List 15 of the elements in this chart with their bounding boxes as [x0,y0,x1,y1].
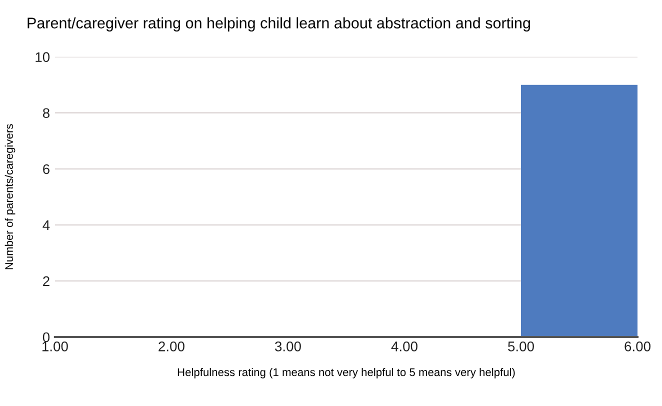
y-axis-title: Number of parents/caregivers [4,124,16,270]
y-tick-label: 6 [43,164,50,174]
x-tick-label: 3.00 [274,342,301,352]
x-tick-label: 1.00 [42,342,68,352]
x-tick-label: 5.00 [508,342,534,352]
x-tick-label: 6.00 [624,342,650,352]
y-tick-label: 2 [43,276,50,286]
y-tick-label: 0 [42,332,50,342]
chart-title: Parent/caregiver rating on helping child learn about abstraction and sorting [28,17,530,32]
x-tick-label: 4.00 [391,342,418,352]
y-tick-label: 4 [42,220,50,230]
y-tick-label: 10 [36,52,50,62]
y-tick-label: 8 [42,108,50,118]
x-axis-title: Helpfulness rating (1 means not very helpful to 5 means very helpful) [178,368,515,378]
x-tick-label: 2.00 [158,342,184,352]
